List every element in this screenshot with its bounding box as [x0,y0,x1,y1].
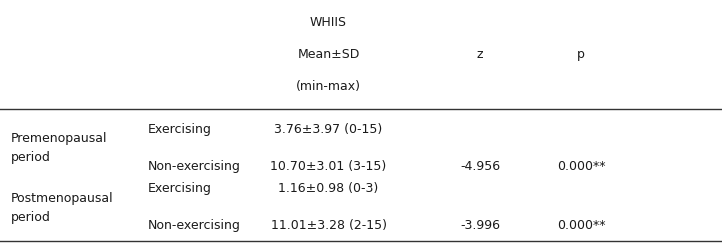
Text: 3.76±3.97 (0-15): 3.76±3.97 (0-15) [274,123,383,136]
Text: (min-max): (min-max) [296,80,361,92]
Text: z: z [477,48,484,61]
Text: -3.996: -3.996 [460,219,500,231]
Text: Mean±SD: Mean±SD [297,48,360,61]
Text: -4.956: -4.956 [460,160,500,172]
Text: p: p [578,48,585,61]
Text: Exercising: Exercising [148,182,212,195]
Text: 11.01±3.28 (2-15): 11.01±3.28 (2-15) [271,219,386,231]
Text: WHIIS: WHIIS [310,16,347,29]
Text: Premenopausal
period: Premenopausal period [11,132,108,164]
Text: Non-exercising: Non-exercising [148,160,241,172]
Text: 1.16±0.98 (0-3): 1.16±0.98 (0-3) [279,182,378,195]
Text: 0.000**: 0.000** [557,219,606,231]
Text: Exercising: Exercising [148,123,212,136]
Text: Non-exercising: Non-exercising [148,219,241,231]
Text: Postmenopausal
period: Postmenopausal period [11,192,113,224]
Text: 10.70±3.01 (3-15): 10.70±3.01 (3-15) [270,160,387,172]
Text: 0.000**: 0.000** [557,160,606,172]
